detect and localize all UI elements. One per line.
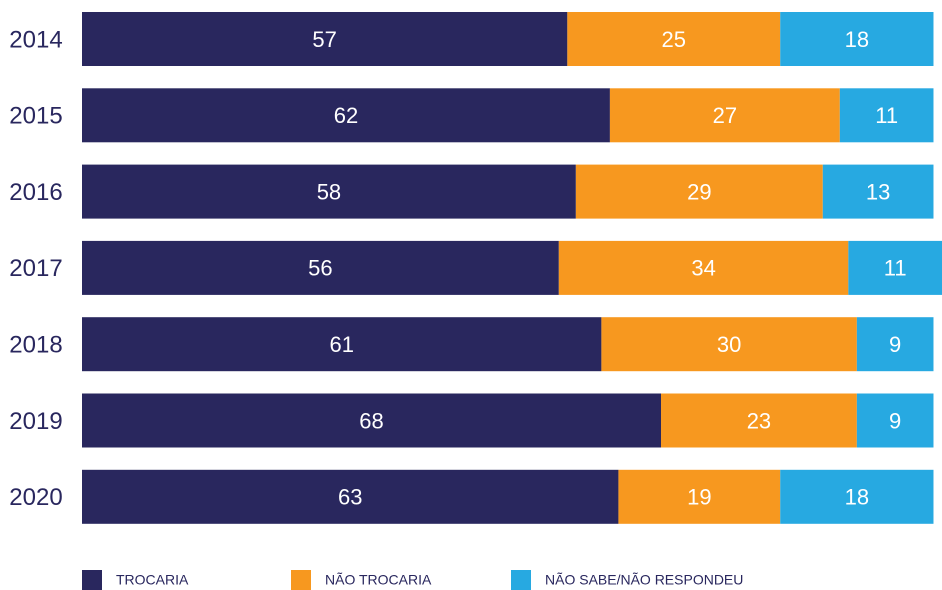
bar-segment — [82, 469, 619, 524]
bar-segment — [661, 393, 857, 448]
value-label: 62 — [334, 103, 358, 128]
value-label: 63 — [338, 485, 362, 510]
value-label: 9 — [889, 332, 901, 357]
legend-label: NÃO TROCARIA — [325, 572, 432, 588]
value-label: 34 — [691, 256, 715, 281]
bar-segment — [848, 240, 942, 295]
legend-label: TROCARIA — [116, 572, 189, 588]
legend-swatch — [82, 570, 102, 590]
bar-segment — [822, 164, 934, 219]
y-tick-label: 2019 — [9, 408, 62, 435]
bar-segment — [618, 469, 781, 524]
value-label: 27 — [713, 103, 737, 128]
bar-segment — [82, 164, 576, 219]
bar-segment — [82, 393, 662, 448]
bar-segment — [558, 240, 849, 295]
value-label: 11 — [875, 103, 898, 128]
bar-segment — [567, 12, 781, 66]
bar-segment — [82, 88, 610, 143]
bar-segment — [575, 164, 823, 219]
value-label: 56 — [308, 256, 332, 281]
value-label: 61 — [329, 332, 353, 357]
y-tick-label: 2016 — [9, 179, 62, 206]
bar-segment — [601, 317, 857, 372]
bar-segment — [856, 393, 934, 448]
bar-segment — [82, 240, 559, 295]
bar-segment — [839, 88, 934, 143]
value-label: 30 — [717, 332, 741, 357]
bar-segment — [82, 12, 568, 66]
y-tick-label: 2014 — [9, 26, 62, 53]
legend-swatch — [291, 570, 311, 590]
value-label: 29 — [687, 179, 711, 204]
bar-segment — [856, 317, 934, 372]
value-label: 19 — [687, 485, 711, 510]
bar-segment — [82, 317, 602, 372]
legend-label: NÃO SABE/NÃO RESPONDEU — [545, 572, 743, 588]
value-label: 57 — [312, 27, 336, 52]
y-tick-label: 2015 — [9, 103, 62, 130]
value-label: 68 — [359, 408, 383, 433]
bar-segment — [780, 469, 934, 524]
value-label: 13 — [866, 179, 890, 204]
value-label: 25 — [662, 27, 686, 52]
bar-segment — [609, 88, 840, 143]
bar-segment — [780, 12, 934, 66]
y-tick-label: 2018 — [9, 332, 62, 359]
value-label: 9 — [889, 408, 901, 433]
value-label: 58 — [317, 179, 341, 204]
value-label: 18 — [845, 485, 869, 510]
value-label: 11 — [884, 256, 907, 281]
value-label: 23 — [747, 408, 771, 433]
legend-swatch — [511, 570, 531, 590]
y-tick-label: 2020 — [9, 484, 62, 511]
y-tick-label: 2017 — [9, 255, 62, 282]
value-label: 18 — [845, 27, 869, 52]
